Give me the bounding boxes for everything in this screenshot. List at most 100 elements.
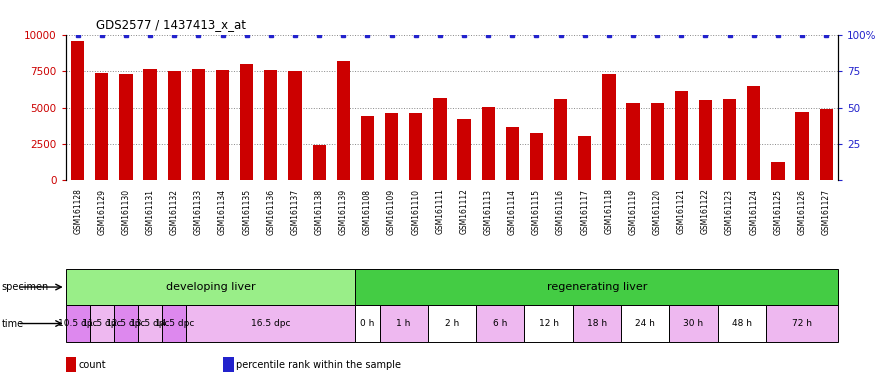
- Text: 2 h: 2 h: [444, 319, 459, 328]
- Text: GSM161122: GSM161122: [701, 189, 710, 234]
- Bar: [186, 305, 355, 342]
- Bar: [312, 145, 326, 180]
- Bar: [168, 71, 181, 180]
- Bar: [71, 41, 84, 180]
- Bar: [380, 305, 428, 342]
- Text: GSM161111: GSM161111: [436, 189, 444, 234]
- Text: GSM161114: GSM161114: [507, 189, 517, 235]
- Text: GSM161110: GSM161110: [411, 189, 420, 235]
- Text: GSM161129: GSM161129: [97, 189, 107, 235]
- Text: GSM161139: GSM161139: [339, 189, 347, 235]
- Bar: [90, 305, 114, 342]
- Text: GSM161125: GSM161125: [774, 189, 782, 235]
- Bar: [506, 127, 519, 180]
- Bar: [476, 305, 524, 342]
- Text: GSM161119: GSM161119: [628, 189, 638, 235]
- Text: GSM161132: GSM161132: [170, 189, 178, 235]
- Text: GSM161134: GSM161134: [218, 189, 228, 235]
- Text: GSM161138: GSM161138: [315, 189, 324, 235]
- Text: GDS2577 / 1437413_x_at: GDS2577 / 1437413_x_at: [95, 18, 246, 31]
- Bar: [192, 70, 205, 180]
- Bar: [699, 100, 712, 180]
- Bar: [216, 70, 229, 180]
- Bar: [481, 107, 494, 180]
- Bar: [240, 64, 254, 180]
- Text: GSM161115: GSM161115: [532, 189, 541, 235]
- Text: time: time: [2, 318, 24, 329]
- Bar: [119, 74, 133, 180]
- Text: GSM161109: GSM161109: [387, 189, 396, 235]
- Text: 0 h: 0 h: [360, 319, 374, 328]
- Text: GSM161136: GSM161136: [266, 189, 276, 235]
- Text: GSM161112: GSM161112: [459, 189, 468, 234]
- Bar: [723, 99, 736, 180]
- Bar: [675, 91, 688, 180]
- Bar: [66, 305, 90, 342]
- Bar: [621, 305, 669, 342]
- Text: GSM161117: GSM161117: [580, 189, 589, 235]
- Text: 6 h: 6 h: [493, 319, 507, 328]
- Text: developing liver: developing liver: [165, 282, 256, 292]
- Text: GSM161133: GSM161133: [194, 189, 203, 235]
- Text: 12 h: 12 h: [538, 319, 558, 328]
- Bar: [795, 112, 808, 180]
- Text: 16.5 dpc: 16.5 dpc: [251, 319, 290, 328]
- Text: GSM161108: GSM161108: [363, 189, 372, 235]
- Bar: [360, 116, 374, 180]
- Bar: [162, 305, 186, 342]
- Bar: [650, 103, 664, 180]
- Text: 14.5 dpc: 14.5 dpc: [155, 319, 194, 328]
- Text: 72 h: 72 h: [792, 319, 812, 328]
- Text: GSM161131: GSM161131: [145, 189, 155, 235]
- Bar: [385, 113, 398, 180]
- Bar: [428, 305, 476, 342]
- Bar: [626, 103, 640, 180]
- Text: GSM161128: GSM161128: [74, 189, 82, 234]
- Bar: [138, 305, 162, 342]
- Text: 10.5 dpc: 10.5 dpc: [58, 319, 97, 328]
- Bar: [529, 133, 543, 180]
- Bar: [820, 109, 833, 180]
- Text: percentile rank within the sample: percentile rank within the sample: [236, 360, 402, 370]
- Bar: [289, 71, 302, 180]
- Bar: [602, 74, 615, 180]
- Text: GSM161124: GSM161124: [749, 189, 759, 235]
- Bar: [355, 305, 380, 342]
- Bar: [771, 162, 785, 180]
- Bar: [524, 305, 572, 342]
- Text: 48 h: 48 h: [732, 319, 752, 328]
- Bar: [337, 61, 350, 180]
- Bar: [669, 305, 718, 342]
- Bar: [264, 70, 277, 180]
- Text: GSM161116: GSM161116: [556, 189, 565, 235]
- Text: GSM161135: GSM161135: [242, 189, 251, 235]
- Text: 24 h: 24 h: [635, 319, 655, 328]
- Bar: [766, 305, 838, 342]
- Text: 18 h: 18 h: [587, 319, 607, 328]
- Text: 30 h: 30 h: [683, 319, 704, 328]
- Text: GSM161120: GSM161120: [653, 189, 662, 235]
- Bar: [114, 305, 138, 342]
- Bar: [433, 98, 446, 180]
- Bar: [578, 136, 592, 180]
- Text: count: count: [79, 360, 107, 370]
- Bar: [747, 86, 760, 180]
- Bar: [355, 269, 838, 305]
- Bar: [95, 73, 108, 180]
- Text: GSM161126: GSM161126: [797, 189, 807, 235]
- Bar: [458, 119, 471, 180]
- Text: GSM161113: GSM161113: [484, 189, 493, 235]
- Text: 11.5 dpc: 11.5 dpc: [82, 319, 122, 328]
- Text: 1 h: 1 h: [396, 319, 411, 328]
- Bar: [572, 305, 621, 342]
- Text: GSM161127: GSM161127: [822, 189, 830, 235]
- Text: specimen: specimen: [2, 282, 49, 292]
- Text: regenerating liver: regenerating liver: [547, 282, 647, 292]
- Text: GSM161130: GSM161130: [122, 189, 130, 235]
- Bar: [144, 69, 157, 180]
- Text: GSM161123: GSM161123: [725, 189, 734, 235]
- Text: GSM161121: GSM161121: [676, 189, 686, 234]
- Text: 12.5 dpc: 12.5 dpc: [106, 319, 145, 328]
- Text: GSM161137: GSM161137: [290, 189, 299, 235]
- Bar: [718, 305, 766, 342]
